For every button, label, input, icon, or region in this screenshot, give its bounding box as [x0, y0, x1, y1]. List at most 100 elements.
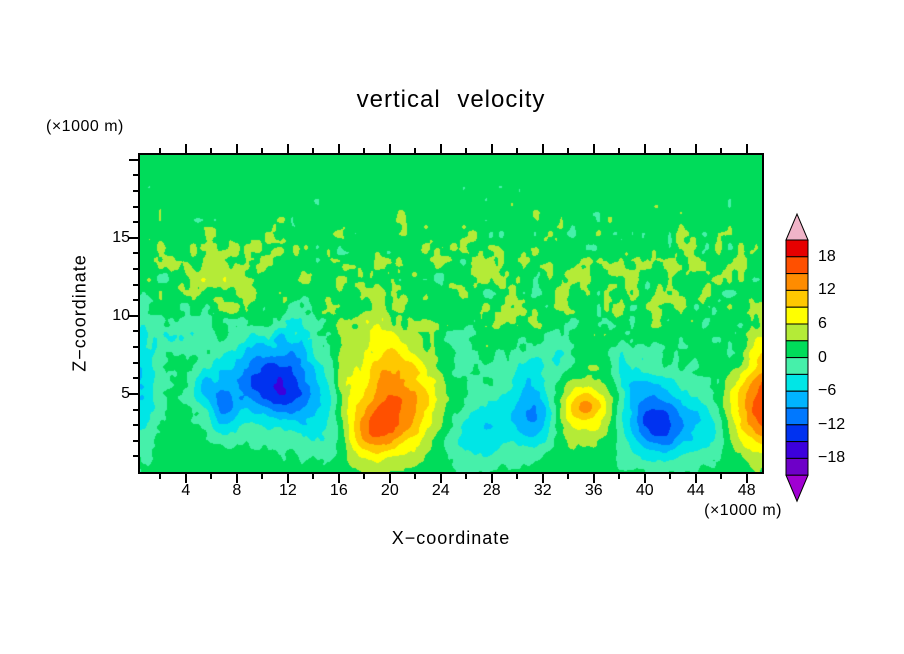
colorbar-band	[785, 273, 809, 291]
axis-tick-mark	[235, 144, 238, 153]
axis-tick-mark	[312, 148, 315, 153]
axis-tick-mark	[286, 474, 289, 483]
axis-tick-mark	[184, 144, 187, 153]
axis-tick-mark	[643, 474, 646, 483]
colorbar-label: −18	[818, 449, 846, 467]
x-tick-label: 32	[533, 482, 552, 499]
axis-tick-mark	[388, 474, 391, 483]
axis-tick-mark	[312, 474, 315, 479]
axis-tick-mark	[129, 392, 138, 395]
colorbar-label: 0	[818, 348, 827, 366]
axis-tick-mark	[337, 474, 340, 483]
axis-tick-mark	[337, 144, 340, 153]
axis-tick-mark	[745, 474, 748, 483]
axis-tick-mark	[720, 148, 723, 153]
x-tick-label: 24	[431, 482, 450, 499]
x-axis-unit-label: (×1000 m)	[704, 502, 782, 519]
x-tick-label: 48	[737, 482, 756, 499]
axis-tick-mark	[490, 474, 493, 483]
axis-tick-mark	[388, 144, 391, 153]
z-tick-label: 15	[112, 228, 130, 246]
axis-tick-mark	[159, 474, 162, 479]
axis-tick-mark	[133, 346, 138, 349]
axis-tick-mark	[643, 144, 646, 153]
axis-tick-mark	[541, 474, 544, 483]
axis-tick-mark	[235, 474, 238, 483]
axis-tick-mark	[210, 148, 213, 153]
axis-tick-mark	[133, 330, 138, 333]
z-axis-title: Z−coordinate	[69, 254, 90, 372]
axis-tick-mark	[129, 314, 138, 317]
contour-plot-canvas	[140, 155, 762, 472]
axis-tick-mark	[516, 474, 519, 479]
axis-tick-mark	[133, 205, 138, 208]
axis-tick-mark	[133, 439, 138, 442]
axis-tick-mark	[618, 148, 621, 153]
axis-tick-mark	[618, 474, 621, 479]
colorbar-under-arrow	[785, 474, 809, 503]
colorbar-label: −12	[818, 415, 846, 433]
plot-area	[138, 153, 764, 474]
x-tick-label: 40	[635, 482, 654, 499]
axis-tick-mark	[516, 148, 519, 153]
colorbar-band	[785, 306, 809, 325]
z-tick-label: 10	[112, 306, 130, 324]
colorbar-band	[785, 441, 809, 459]
axis-tick-mark	[541, 144, 544, 153]
x-tick-label: 20	[380, 482, 399, 499]
colorbar-band	[785, 373, 809, 392]
axis-tick-mark	[567, 148, 570, 153]
colorbar-label: −6	[818, 382, 837, 400]
axis-tick-mark	[439, 144, 442, 153]
axis-tick-mark	[261, 148, 264, 153]
axis-tick-mark	[465, 148, 468, 153]
axis-tick-mark	[694, 144, 697, 153]
x-tick-label: 4	[181, 482, 191, 499]
axis-tick-mark	[133, 283, 138, 286]
axis-tick-mark	[286, 144, 289, 153]
axis-tick-mark	[133, 189, 138, 192]
x-tick-label: 12	[278, 482, 297, 499]
axis-tick-mark	[694, 474, 697, 483]
axis-tick-mark	[567, 474, 570, 479]
x-tick-label: 28	[482, 482, 501, 499]
colorbar-label: 18	[818, 247, 836, 265]
axis-tick-mark	[465, 474, 468, 479]
colorbar-label: 12	[818, 281, 836, 299]
axis-tick-mark	[129, 158, 138, 161]
axis-tick-mark	[669, 474, 672, 479]
axis-tick-mark	[133, 267, 138, 270]
axis-tick-mark	[363, 148, 366, 153]
x-tick-label: 8	[232, 482, 242, 499]
x-tick-label: 16	[329, 482, 348, 499]
axis-tick-mark	[720, 474, 723, 479]
axis-tick-mark	[133, 174, 138, 177]
axis-tick-mark	[414, 148, 417, 153]
axis-tick-mark	[184, 474, 187, 483]
axis-tick-mark	[261, 474, 264, 479]
colorbar-svg	[785, 212, 809, 503]
axis-tick-mark	[133, 361, 138, 364]
axis-tick-mark	[414, 474, 417, 479]
x-tick-label: 44	[686, 482, 705, 499]
axis-tick-mark	[133, 377, 138, 380]
axis-tick-mark	[490, 144, 493, 153]
axis-tick-mark	[745, 144, 748, 153]
colorbar	[780, 206, 904, 508]
axis-tick-mark	[133, 221, 138, 224]
chart-title: vertical velocity	[356, 86, 546, 113]
colorbar-over-arrow	[785, 212, 809, 241]
x-tick-label: 36	[584, 482, 603, 499]
colorbar-band	[785, 407, 809, 426]
axis-tick-mark	[592, 144, 595, 153]
axis-tick-mark	[133, 455, 138, 458]
colorbar-label: 6	[818, 315, 827, 332]
axis-tick-mark	[363, 474, 366, 479]
colorbar-band	[785, 390, 809, 409]
axis-tick-mark	[129, 236, 138, 239]
axis-tick-mark	[133, 252, 138, 255]
axis-tick-mark	[669, 148, 672, 153]
z-axis-unit-label: (×1000 m)	[46, 118, 124, 135]
colorbar-band	[785, 457, 809, 476]
